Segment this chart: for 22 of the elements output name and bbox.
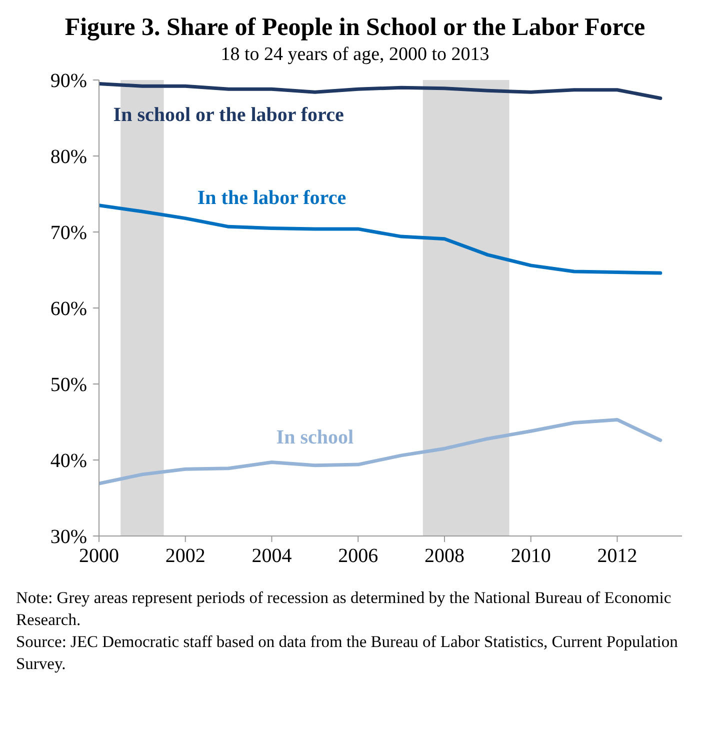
x-tick-label: 2004 <box>252 545 292 568</box>
x-tick-label: 2006 <box>338 545 378 568</box>
chart-subtitle: 18 to 24 years of age, 2000 to 2013 <box>220 44 490 66</box>
line-series <box>99 418 662 486</box>
x-tick-label: 2002 <box>165 545 206 568</box>
series-label: In school or the labor force <box>113 104 344 126</box>
y-tick-label: 40% <box>50 450 87 472</box>
y-tick-label: 80% <box>50 146 87 168</box>
y-tick-label: 50% <box>50 374 87 396</box>
source-note: Source: JEC Democratic staff based on data from the Bureau of Labor Statistics, Current Population Survey. <box>16 631 679 675</box>
y-tick-label: 90% <box>50 70 87 92</box>
x-tick-label: 2010 <box>510 545 551 568</box>
text: Note: Grey areas represent periods of recession as determined by the National Bureau of Economic Research. <box>16 587 672 631</box>
line-series <box>99 204 662 275</box>
chart-title: Figure 3. Share of People in School or the Labor Force <box>64 14 646 42</box>
series-label: In school <box>276 426 354 448</box>
x-tick-label: 2012 <box>597 545 638 568</box>
line-series <box>99 82 662 100</box>
series-label: In the labor force <box>197 187 346 210</box>
y-tick-label: 70% <box>50 222 87 244</box>
y-tick-label: 60% <box>50 298 87 320</box>
x-tick-label: 2008 <box>424 545 464 568</box>
